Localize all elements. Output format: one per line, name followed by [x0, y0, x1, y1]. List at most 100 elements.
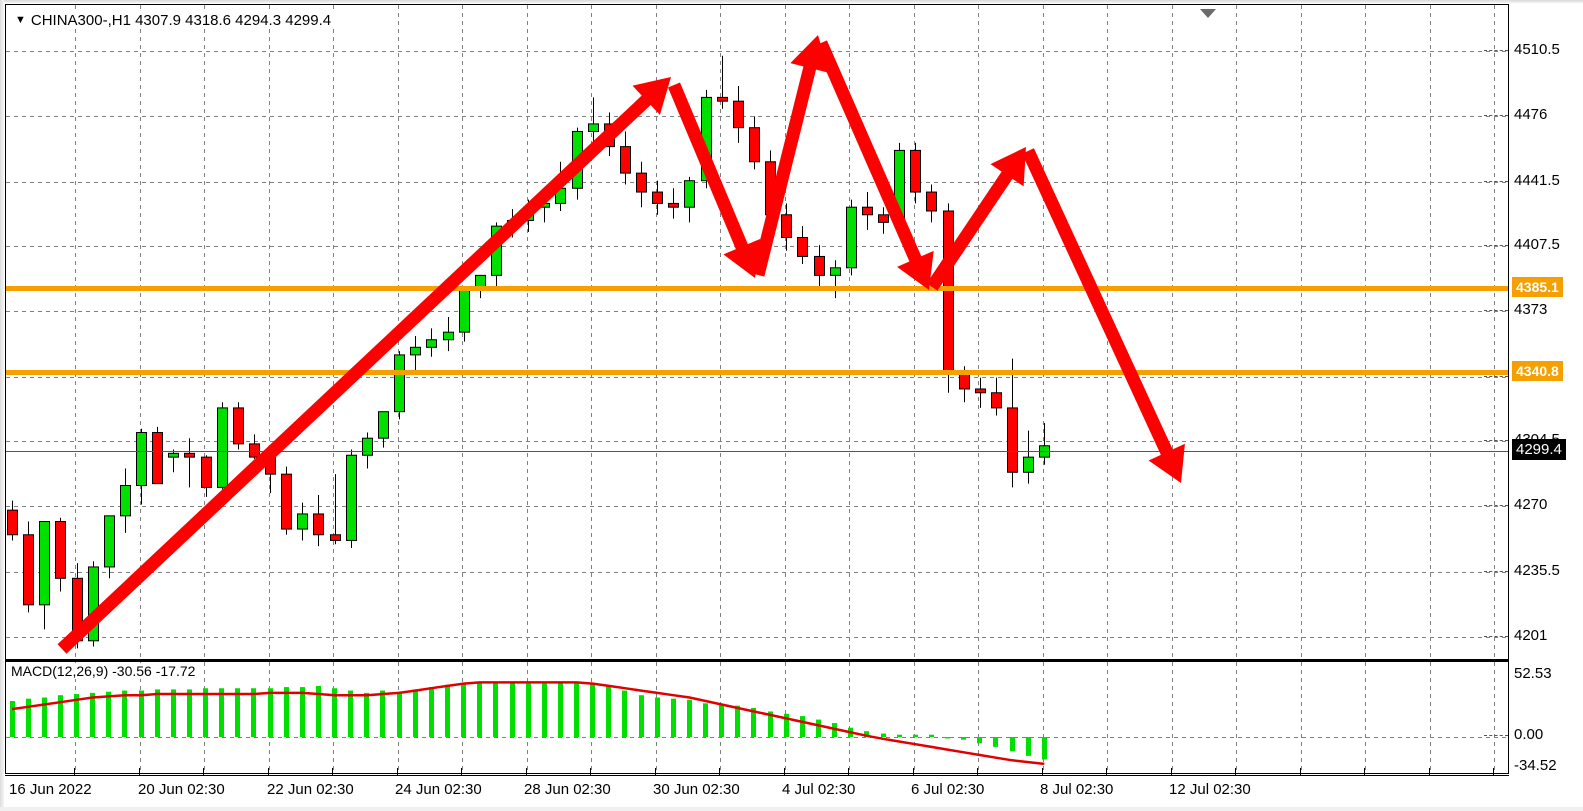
trend-arrow[interactable]: [751, 35, 830, 277]
macd-histogram-bar: [171, 689, 176, 737]
candle-body: [136, 432, 147, 487]
macd-histogram-bar: [526, 683, 531, 737]
level-price-tag[interactable]: 4385.1: [1512, 277, 1563, 298]
price-tick-label: 4270: [1514, 496, 1548, 514]
macd-histogram-bar: [106, 691, 111, 737]
macd-histogram-bar: [316, 685, 321, 737]
trend-arrow[interactable]: [668, 82, 761, 278]
time-tick: [1493, 768, 1495, 775]
trend-arrow[interactable]: [815, 40, 934, 290]
level-line[interactable]: [6, 286, 1508, 291]
time-tick: [138, 768, 140, 775]
macd-histogram-bar: [397, 691, 402, 737]
price-tick-dash: [1484, 180, 1508, 182]
macd-histogram-bar: [784, 713, 789, 737]
macd-tick-label: 0.00: [1514, 726, 1544, 743]
macd-histogram-bar: [251, 688, 256, 737]
macd-histogram-bar: [203, 688, 208, 737]
candle-body: [862, 206, 873, 216]
price-pane[interactable]: [6, 5, 1508, 659]
candle-body: [652, 191, 663, 204]
level-line[interactable]: [6, 370, 1508, 375]
macd-histogram-bar: [510, 682, 515, 737]
trend-arrow[interactable]: [926, 147, 1026, 291]
candle-body: [394, 354, 405, 413]
time-axis[interactable]: 16 Jun 2022 20 Jun 02:30 22 Jun 02:30 24 Ju…: [5, 768, 1509, 807]
trend-arrow-head: [990, 147, 1026, 187]
price-tick-label: 4373: [1514, 301, 1548, 319]
price-tick-label: 4441.5: [1514, 171, 1560, 189]
price-axis[interactable]: 4510.544764441.54407.543734338.54304.542…: [1484, 4, 1582, 774]
price-tick-dash: [1484, 115, 1508, 117]
time-tick: [654, 768, 656, 775]
time-tick: [1428, 768, 1430, 775]
macd-histogram-bar: [300, 687, 305, 737]
time-tick: [332, 768, 334, 775]
macd-histogram-bar: [800, 716, 805, 737]
price-tick-dash: [1484, 505, 1508, 507]
macd-pane[interactable]: [6, 661, 1508, 774]
macd-histogram-bar: [139, 690, 144, 737]
time-tick-label: 30 Jun 02:30: [653, 781, 740, 798]
level-price-tag[interactable]: 4340.8: [1512, 361, 1563, 382]
macd-histogram-bar: [897, 734, 902, 737]
candle-body: [636, 172, 647, 193]
trend-arrow[interactable]: [1022, 148, 1185, 483]
time-tick: [719, 768, 721, 775]
candle-body: [878, 214, 889, 223]
macd-histogram-bar: [768, 711, 773, 737]
candle-body: [814, 255, 825, 276]
macd-histogram-bar: [1042, 737, 1047, 760]
time-tick-label: 22 Jun 02:30: [267, 781, 354, 798]
price-tick-dash: [1484, 375, 1508, 377]
candle-body: [378, 411, 389, 439]
macd-histogram-bar: [58, 695, 63, 737]
candle-body: [410, 346, 421, 356]
macd-histogram-bar: [687, 699, 692, 737]
chart-top-marker-icon[interactable]: [1200, 9, 1216, 18]
chart-frame[interactable]: ▼ CHINA300-,H1 4307.9 4318.6 4294.3 4299.…: [5, 4, 1509, 774]
candle-body: [39, 521, 50, 606]
time-tick-label: 4 Jul 02:30: [782, 781, 856, 798]
macd-histogram-bar: [542, 683, 547, 737]
macd-histogram-bar: [284, 687, 289, 737]
trend-arrow[interactable]: [57, 77, 671, 654]
current-price-tag[interactable]: 4299.4: [1512, 438, 1566, 460]
time-tick-label: 20 Jun 02:30: [138, 781, 225, 798]
time-tick-label: 12 Jul 02:30: [1169, 781, 1251, 798]
candle-body: [781, 214, 792, 238]
candle-body: [55, 521, 66, 579]
candle-body: [846, 206, 857, 269]
macd-line: [11, 681, 1045, 766]
triangle-down-icon[interactable]: ▼: [15, 14, 26, 26]
symbol-header-text: CHINA300-,H1 4307.9 4318.6 4294.3 4299.4: [30, 12, 332, 29]
macd-tick-label: -34.52: [1514, 757, 1557, 774]
macd-histogram-bar: [1010, 737, 1015, 752]
candle-body: [749, 127, 760, 163]
candlestick-svg: [6, 5, 1508, 659]
macd-histogram-bar: [187, 689, 192, 737]
candle-body: [88, 566, 99, 642]
price-tick-dash: [1484, 50, 1508, 51]
macd-histogram-bar: [816, 719, 821, 737]
macd-header-text: MACD(12,26,9) -30.56 -17.72: [11, 663, 196, 679]
trend-arrow-head: [1148, 443, 1185, 483]
time-tick: [912, 768, 914, 775]
macd-histogram-bar: [639, 695, 644, 737]
candle-body: [362, 437, 373, 456]
candle-body: [201, 456, 212, 488]
candle-body: [668, 202, 679, 208]
candle-body: [620, 146, 631, 174]
candle-body: [943, 210, 954, 375]
candle-body: [475, 274, 486, 288]
macd-histogram-bar: [864, 731, 869, 737]
price-tick-label: 4510.5: [1514, 41, 1560, 58]
macd-histogram-bar: [929, 734, 934, 737]
candle-body: [588, 123, 599, 132]
macd-histogram-bar: [332, 688, 337, 737]
candle-body: [168, 452, 179, 458]
candle-body: [23, 534, 34, 606]
time-tick: [1106, 768, 1108, 775]
candle-body: [7, 509, 18, 536]
